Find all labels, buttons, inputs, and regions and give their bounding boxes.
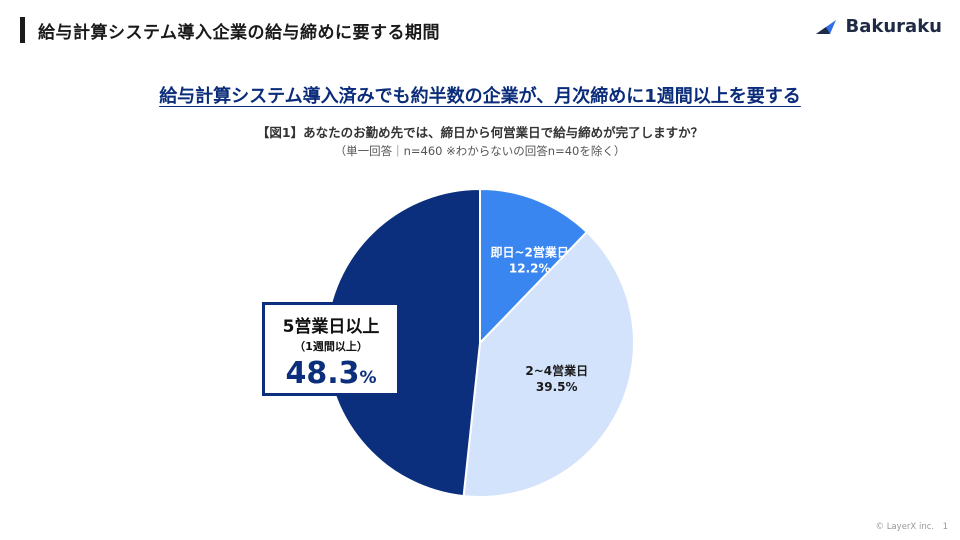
headline: 給与計算システム導入済みでも約半数の企業が、月次締めに1週間以上を要する (159, 86, 801, 107)
chart-note: （単一回答｜n=460 ※わからないの回答n=40を除く） (334, 144, 626, 158)
bakuraku-logo-icon (815, 19, 836, 34)
pie-slice-value-1: 12.2% (509, 261, 551, 275)
callout-unit: % (359, 368, 377, 388)
callout-number: 48.3 (285, 356, 360, 391)
callout-value: 48.3% (265, 356, 397, 391)
pie-slice-2 (462, 230, 635, 498)
page-title: 給与計算システム導入企業の給与締めに要する期間 (38, 23, 440, 43)
copyright-footer: © LayerX inc. 1 (875, 522, 948, 532)
brand-logo: Bakuraku (814, 16, 942, 37)
highlight-callout: 5営業日以上 （1週間以上） 48.3% (262, 302, 400, 396)
pie-slice-label-2: 2~4営業日 (525, 363, 588, 378)
pie-slice-value-2: 39.5% (536, 380, 578, 394)
callout-sublabel: （1週間以上） (294, 340, 368, 353)
pie-slice-label-1: 即日~2営業日 (491, 244, 569, 259)
callout-label: 5営業日以上 (282, 317, 380, 337)
header-accent-bar (20, 17, 25, 43)
brand-name: Bakuraku (845, 16, 942, 37)
chart-question: 【図1】あなたのお勤め先では、締日から何営業日で給与締めが完了しますか？ (256, 125, 704, 140)
pie-slice-1 (479, 187, 589, 346)
